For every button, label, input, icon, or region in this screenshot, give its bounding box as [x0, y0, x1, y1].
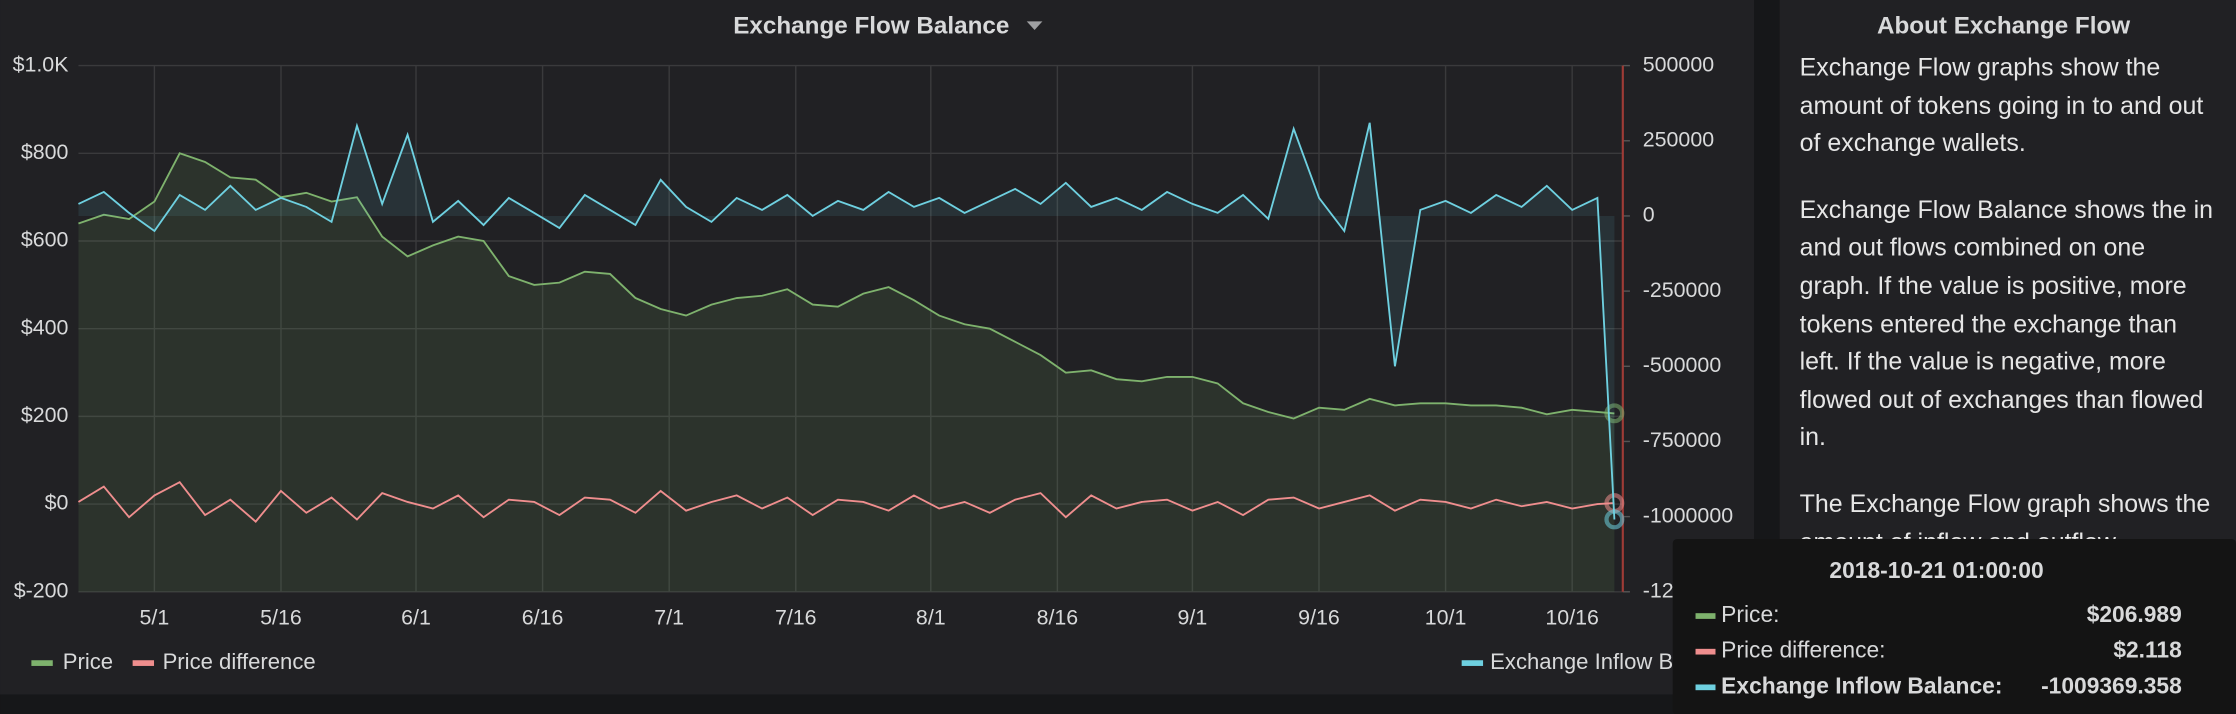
paragraph: The Exchange Flow graph shows the amount… — [1799, 489, 2211, 548]
panel-title: About Exchange Flow — [1877, 13, 2130, 40]
x-tick-label: 5/1 — [140, 606, 170, 630]
area-fill — [78, 153, 1615, 592]
y2-tick-label: 500000 — [1643, 52, 1714, 76]
x-tick-label: 7/1 — [654, 606, 684, 630]
chart-title[interactable]: Exchange Flow Balance — [733, 13, 1009, 40]
tooltip-value: $2.118 — [2113, 637, 2181, 663]
tooltip-box — [1672, 539, 2236, 714]
legend-swatch — [132, 660, 155, 666]
y2-tick-label: 250000 — [1643, 127, 1714, 151]
x-tick-label: 7/16 — [775, 606, 817, 630]
x-tick-label: 9/16 — [1298, 606, 1340, 630]
x-tick-label: 10/16 — [1545, 606, 1599, 630]
x-tick-label: 6/1 — [401, 606, 431, 630]
legend-swatch — [31, 660, 53, 666]
y2-tick-label: -500000 — [1643, 353, 1722, 377]
y-tick-label: $800 — [21, 140, 69, 164]
y2-tick-label: -250000 — [1643, 278, 1722, 302]
tooltip-label: Price: — [1721, 601, 1779, 627]
graph-panel — [0, 0, 1754, 695]
tooltip-value: -1009369.358 — [2041, 672, 2182, 698]
tooltip: 2018-10-21 01:00:00 Price: $206.989 Price … — [1672, 539, 2236, 714]
x-tick-label: 8/1 — [916, 606, 946, 630]
series-line — [78, 122, 1616, 520]
hover-point — [1604, 403, 1625, 424]
tooltip-swatch — [1695, 684, 1716, 691]
legend-label[interactable]: Price difference — [163, 649, 316, 674]
paragraph: Exchange Flow Balance shows the in and o… — [1799, 195, 2214, 452]
y-tick-label: $200 — [21, 403, 69, 427]
x-tick-label: 8/16 — [1037, 606, 1079, 630]
x-tick-label: 10/1 — [1425, 606, 1467, 630]
x-tick-label: 5/16 — [260, 606, 302, 630]
tooltip-label: Exchange Inflow Balance: — [1721, 672, 2002, 698]
y-tick-label: $1.0K — [13, 52, 70, 76]
hover-point — [1604, 509, 1625, 530]
tooltip-swatch — [1695, 648, 1716, 655]
tooltip-value: $206.989 — [2087, 601, 2182, 627]
panel-text: Exchange Flow graphs show the amount of … — [1799, 48, 2216, 548]
tooltip-swatch — [1695, 613, 1716, 619]
x-tick-label: 9/1 — [1178, 606, 1208, 630]
paragraph: Exchange Flow graphs show the amount of … — [1799, 52, 2204, 158]
plot: $1.0K $800 $600 $400 $200 $0 $-200 500000 250000… — [13, 52, 1739, 674]
series-line — [78, 152, 1615, 420]
tooltip-label: Price difference: — [1721, 637, 1885, 663]
legend-swatch — [1461, 660, 1484, 666]
y2-tick-label: -750000 — [1643, 428, 1722, 452]
title-caret[interactable] — [1026, 21, 1043, 30]
tooltip-time: 2018-10-21 01:00:00 — [1829, 557, 2043, 583]
y-tick-label: $0 — [45, 491, 69, 515]
y-tick-label: $600 — [21, 228, 69, 252]
panel-body: Exchange Flow graphs show the amount of … — [1799, 48, 2216, 548]
x-tick-label: 6/16 — [522, 606, 564, 630]
y-tick-label: $-200 — [14, 578, 69, 602]
y-tick-label: $400 — [21, 315, 69, 339]
y2-tick-label: 0 — [1643, 203, 1655, 227]
series-line — [77, 480, 1615, 523]
legend-label[interactable]: Price — [63, 649, 113, 674]
y2-tick-label: -1000000 — [1643, 503, 1733, 527]
